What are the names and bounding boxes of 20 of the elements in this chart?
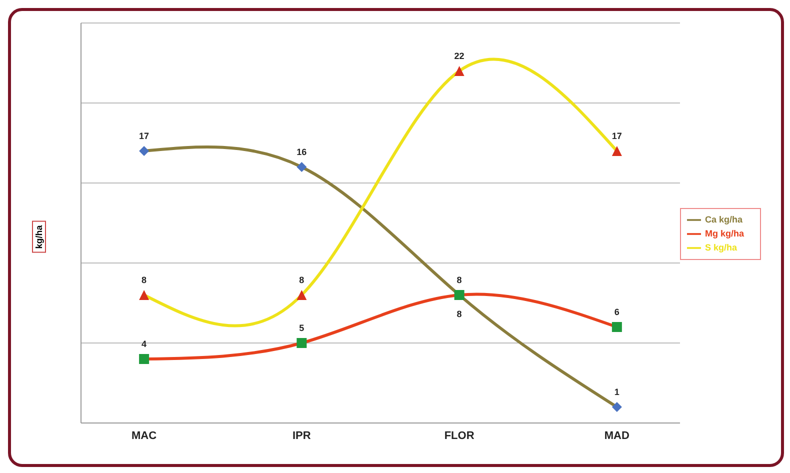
- legend-label: Ca kg/ha: [704, 214, 742, 224]
- data-label: 22: [454, 51, 464, 61]
- legend-label: Mg kg/ha: [704, 228, 744, 238]
- data-label: 8: [456, 309, 462, 319]
- x-tick-label: FLOR: [444, 430, 474, 442]
- data-label: 8: [299, 275, 304, 285]
- data-label: 1: [614, 387, 620, 397]
- data-label: 4: [142, 339, 147, 349]
- data-label: 5: [299, 323, 304, 333]
- x-tick-label: IPR: [292, 430, 311, 442]
- data-label: 8: [456, 275, 462, 285]
- data-label: 6: [614, 307, 620, 317]
- data-label: 8: [142, 275, 147, 285]
- legend-label: S kg/ha: [704, 242, 737, 252]
- x-tick-label: MAD: [604, 430, 630, 442]
- data-label: 17: [139, 131, 150, 141]
- x-tick-label: MAC: [132, 430, 157, 442]
- data-label: 17: [612, 131, 622, 141]
- data-label: 16: [296, 147, 307, 157]
- y-axis-title: kg/ha: [32, 221, 46, 253]
